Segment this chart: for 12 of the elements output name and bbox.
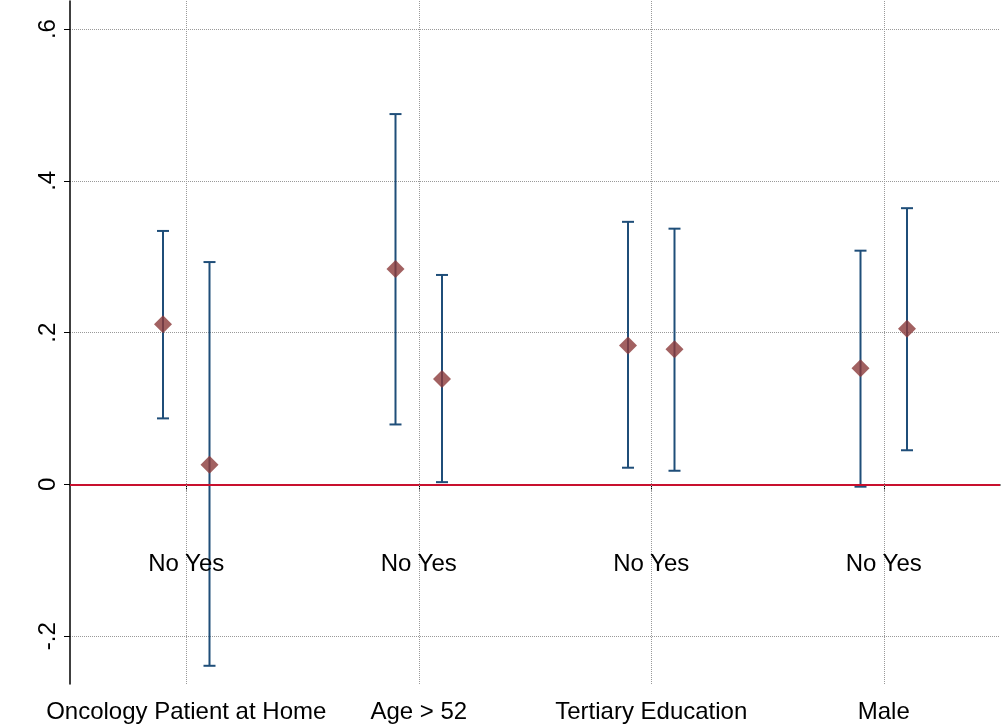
y-tick-label: .6 (32, 19, 60, 40)
x-tick-label: Age > 52 (370, 696, 468, 724)
y-tick-label: .2 (32, 322, 60, 343)
x-tick-label: Tertiary Education (555, 696, 748, 724)
y-tick-label: .4 (32, 170, 60, 191)
x-tick-label: Male (857, 696, 910, 724)
annotation: No Yes (380, 548, 457, 576)
x-tick-label: Oncology Patient at Home (46, 696, 327, 724)
y-tick-label: -.2 (32, 622, 60, 651)
annotation: No Yes (845, 548, 922, 576)
annotation: No Yes (613, 548, 690, 576)
y-tick-label: 0 (32, 477, 60, 492)
